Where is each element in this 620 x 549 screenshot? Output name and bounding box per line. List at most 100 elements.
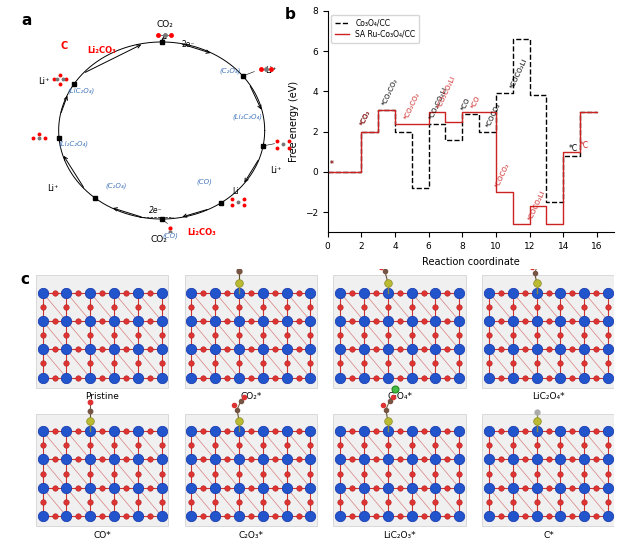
SA Ru-Co₃O₄/CC: [425, 108, 432, 115]
Text: a: a: [22, 13, 32, 28]
Text: b: b: [285, 7, 296, 21]
Text: c: c: [20, 272, 30, 287]
Text: *CO₂: *CO₂: [359, 109, 371, 127]
X-axis label: Reaction coordinate: Reaction coordinate: [422, 256, 520, 267]
Bar: [185, 414, 317, 526]
Text: *CO₂: *CO₂: [359, 109, 371, 127]
Text: CO₂: CO₂: [156, 20, 173, 29]
Text: *C: *C: [580, 141, 589, 150]
Co₃O₄/CC: [374, 107, 382, 113]
Text: Li: Li: [232, 187, 238, 197]
Text: CO₂*: CO₂*: [240, 392, 262, 401]
SA Ru-Co₃O₄/CC: [577, 149, 584, 155]
SA Ru-Co₃O₄/CC: [560, 149, 567, 155]
SA Ru-Co₃O₄/CC: [442, 119, 450, 125]
Text: (Li₂C₂O₄): (Li₂C₂O₄): [58, 141, 88, 147]
Co₃O₄/CC: [408, 128, 415, 135]
Text: *COCO₂Li: *COCO₂Li: [528, 189, 547, 221]
Legend: Co₃O₄/CC, SA Ru-Co₃O₄/CC: Co₃O₄/CC, SA Ru-Co₃O₄/CC: [332, 15, 419, 43]
Co₃O₄/CC: [509, 36, 516, 42]
Co₃O₄/CC: [526, 92, 533, 99]
Co₃O₄/CC: [391, 107, 399, 113]
SA Ru-Co₃O₄/CC: [408, 120, 415, 127]
Text: *: *: [330, 160, 334, 169]
Bar: [334, 414, 466, 526]
SA Ru-Co₃O₄/CC: [509, 189, 516, 195]
SA Ru-Co₃O₄/CC: [391, 107, 399, 113]
SA Ru-Co₃O₄/CC: [577, 108, 584, 115]
Text: Pristine: Pristine: [85, 392, 119, 401]
Co₃O₄/CC: [442, 120, 450, 127]
SA Ru-Co₃O₄/CC: [509, 221, 516, 228]
Text: *C: *C: [569, 144, 577, 153]
Co₃O₄/CC: [526, 36, 533, 42]
Text: 2e⁻: 2e⁻: [149, 206, 163, 215]
Co₃O₄/CC: [391, 128, 399, 135]
SA Ru-Co₃O₄/CC: [526, 221, 533, 228]
Co₃O₄/CC: [476, 110, 483, 117]
Text: Li⁺: Li⁺: [265, 66, 276, 75]
Co₃O₄/CC: [324, 169, 331, 175]
Co₃O₄/CC: [442, 137, 450, 143]
SA Ru-Co₃O₄/CC: [341, 169, 348, 175]
Bar: [482, 414, 615, 526]
SA Ru-Co₃O₄/CC: [391, 120, 399, 127]
SA Ru-Co₃O₄/CC: [358, 128, 365, 135]
SA Ru-Co₃O₄/CC: [324, 169, 331, 175]
Text: Li⁺: Li⁺: [38, 77, 50, 86]
SA Ru-Co₃O₄/CC: [476, 108, 483, 115]
Co₃O₄/CC: [593, 108, 601, 115]
Text: CO₂: CO₂: [151, 234, 167, 244]
Text: (C₂O₄): (C₂O₄): [219, 68, 241, 74]
Text: *COCO₂: *COCO₂: [485, 102, 502, 128]
Text: Li₂CO₃: Li₂CO₃: [87, 46, 116, 55]
SA Ru-Co₃O₄/CC: [442, 108, 450, 115]
Text: *COCO₂Li: *COCO₂Li: [509, 58, 528, 89]
Bar: [482, 275, 615, 388]
Text: *CO₂CO₂Li: *CO₂CO₂Li: [436, 75, 457, 110]
Y-axis label: Free energy (eV): Free energy (eV): [290, 81, 299, 162]
Co₃O₄/CC: [341, 169, 348, 175]
Co₃O₄/CC: [560, 199, 567, 205]
Text: C₂O₄*: C₂O₄*: [388, 392, 412, 401]
Co₃O₄/CC: [425, 185, 432, 192]
SA Ru-Co₃O₄/CC: [476, 108, 483, 115]
Co₃O₄/CC: [542, 92, 550, 99]
SA Ru-Co₃O₄/CC: [459, 119, 466, 125]
SA Ru-Co₃O₄/CC: [492, 108, 500, 115]
Text: (LiC₂O₄): (LiC₂O₄): [68, 87, 95, 94]
SA Ru-Co₃O₄/CC: [408, 120, 415, 127]
Co₃O₄/CC: [358, 169, 365, 175]
SA Ru-Co₃O₄/CC: [374, 128, 382, 135]
Line: Co₃O₄/CC: Co₃O₄/CC: [327, 39, 597, 202]
Text: Li₂CO₃: Li₂CO₃: [187, 228, 216, 237]
SA Ru-Co₃O₄/CC: [425, 120, 432, 127]
Text: *CO₂CO₂: *CO₂CO₂: [381, 77, 399, 107]
Co₃O₄/CC: [577, 108, 584, 115]
Co₃O₄/CC: [509, 90, 516, 97]
Text: (CO): (CO): [197, 178, 213, 184]
Bar: [334, 275, 466, 388]
Co₃O₄/CC: [560, 153, 567, 159]
Text: Li⁺: Li⁺: [47, 183, 59, 193]
SA Ru-Co₃O₄/CC: [459, 108, 466, 115]
SA Ru-Co₃O₄/CC: [492, 189, 500, 195]
Line: SA Ru-Co₃O₄/CC: SA Ru-Co₃O₄/CC: [327, 110, 597, 225]
Text: Li⁺: Li⁺: [270, 166, 282, 175]
Text: C₂O₃*: C₂O₃*: [239, 530, 264, 540]
Bar: [185, 275, 317, 388]
SA Ru-Co₃O₄/CC: [341, 169, 348, 175]
Co₃O₄/CC: [358, 128, 365, 135]
Text: LiC₂O₄*: LiC₂O₄*: [532, 392, 565, 401]
SA Ru-Co₃O₄/CC: [542, 221, 550, 228]
SA Ru-Co₃O₄/CC: [374, 107, 382, 113]
Text: (C₂O₄): (C₂O₄): [105, 183, 126, 189]
Co₃O₄/CC: [577, 153, 584, 159]
Co₃O₄/CC: [492, 128, 500, 135]
SA Ru-Co₃O₄/CC: [560, 221, 567, 228]
Co₃O₄/CC: [492, 90, 500, 97]
Co₃O₄/CC: [408, 185, 415, 192]
Text: LiC₂O₃*: LiC₂O₃*: [383, 530, 416, 540]
SA Ru-Co₃O₄/CC: [358, 169, 365, 175]
Co₃O₄/CC: [459, 137, 466, 143]
